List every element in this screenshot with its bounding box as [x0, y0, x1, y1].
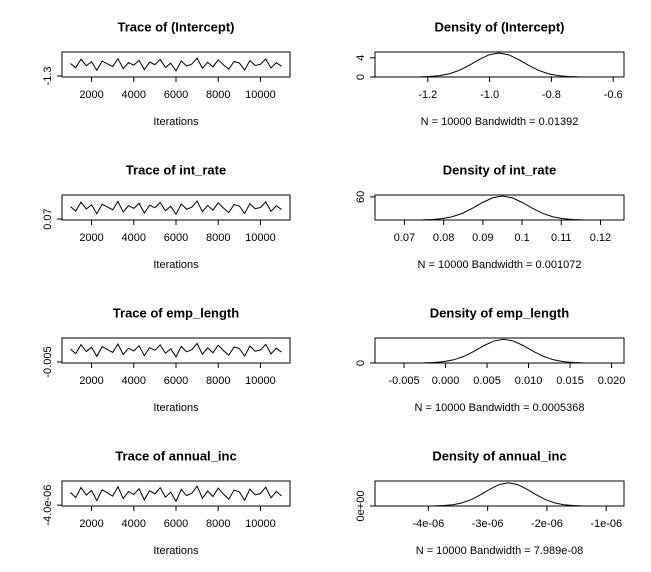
- x-tick-label: 0.09: [472, 232, 493, 244]
- panel-title: Density of annual_inc: [432, 448, 566, 463]
- x-tick-label: 4000: [122, 232, 146, 244]
- data-line: [70, 342, 282, 358]
- y-tick-label: 0e+00: [355, 491, 367, 522]
- x-axis-label: N = 10000 Bandwidth = 0.01392: [421, 116, 579, 128]
- x-tick-label: 10000: [245, 89, 276, 101]
- plot-frame: [374, 194, 625, 221]
- plot-frame: [61, 51, 291, 78]
- y-tick-label: 0: [355, 74, 367, 80]
- x-tick-label: 0.1: [514, 232, 529, 244]
- x-tick-label: -0.005: [388, 375, 419, 387]
- x-tick-label: 0.11: [551, 232, 572, 244]
- x-tick-label: 0.020: [598, 375, 626, 387]
- x-tick-label: 6000: [164, 518, 188, 530]
- x-tick-label: -0.6: [604, 89, 623, 101]
- panel-title: Trace of (Intercept): [117, 19, 234, 34]
- x-tick-label: -2e-06: [531, 518, 563, 530]
- x-tick-label: 0.08: [433, 232, 454, 244]
- panel-title: Trace of emp_length: [113, 305, 239, 320]
- x-axis-label: Iterations: [153, 545, 199, 557]
- x-tick-label: 0.07: [394, 232, 415, 244]
- panel-title: Density of int_rate: [443, 162, 556, 177]
- y-tick-label: -1.3: [42, 66, 54, 85]
- x-tick-label: -1.0: [480, 89, 499, 101]
- plot-frame: [374, 480, 625, 507]
- x-tick-label: 8000: [206, 89, 230, 101]
- x-tick-label: 0.12: [590, 232, 611, 244]
- data-line: [400, 52, 598, 78]
- data-line: [404, 338, 604, 364]
- x-axis-label: Iterations: [153, 116, 199, 128]
- x-tick-label: 0.005: [473, 375, 501, 387]
- panel-title: Density of (Intercept): [434, 19, 564, 34]
- plot-frame: [61, 337, 291, 364]
- x-tick-label: 8000: [206, 518, 230, 530]
- x-tick-label: -1e-06: [590, 518, 622, 530]
- y-tick-label: 4: [355, 55, 367, 61]
- y-tick-label: 60: [355, 191, 367, 203]
- plot-frame: [61, 194, 291, 221]
- y-tick-label: 0.07: [42, 208, 54, 229]
- plot-frame: [61, 480, 291, 507]
- data-line: [415, 482, 601, 507]
- panel-title: Density of emp_length: [430, 305, 569, 320]
- x-tick-label: -3e-06: [472, 518, 504, 530]
- x-axis-label: N = 10000 Bandwidth = 7.989e-08: [416, 545, 584, 557]
- y-tick-label: -0.005: [42, 346, 54, 377]
- x-axis-label: Iterations: [153, 259, 199, 271]
- x-tick-label: 2000: [79, 375, 103, 387]
- y-tick-label: -4.0e-06: [42, 485, 54, 526]
- x-tick-label: 4000: [122, 518, 146, 530]
- plot-frame: [374, 337, 625, 364]
- x-tick-label: 4000: [122, 375, 146, 387]
- x-tick-label: 0.010: [515, 375, 543, 387]
- panel-title: Trace of annual_inc: [115, 448, 236, 463]
- data-line: [70, 485, 282, 503]
- x-axis-label: N = 10000 Bandwidth = 0.0005368: [414, 402, 584, 414]
- x-tick-label: 6000: [164, 232, 188, 244]
- x-tick-label: 2000: [79, 232, 103, 244]
- x-tick-label: -0.8: [542, 89, 561, 101]
- x-tick-label: 0.000: [432, 375, 460, 387]
- x-tick-label: 2000: [79, 518, 103, 530]
- x-tick-label: 10000: [245, 232, 276, 244]
- x-tick-label: -1.2: [418, 89, 437, 101]
- x-axis-label: Iterations: [153, 402, 199, 414]
- y-tick-label: 0: [355, 360, 367, 366]
- plot-frame: [374, 51, 625, 78]
- x-tick-label: 8000: [206, 232, 230, 244]
- x-tick-label: 4000: [122, 89, 146, 101]
- x-tick-label: 0.015: [556, 375, 584, 387]
- x-tick-label: 6000: [164, 89, 188, 101]
- x-tick-label: 10000: [245, 375, 276, 387]
- data-line: [70, 200, 282, 216]
- x-tick-label: 8000: [206, 375, 230, 387]
- x-tick-label: 10000: [245, 518, 276, 530]
- x-tick-label: 2000: [79, 89, 103, 101]
- panel-title: Trace of int_rate: [126, 162, 226, 177]
- x-tick-label: 6000: [164, 375, 188, 387]
- data-line: [402, 195, 603, 221]
- x-axis-label: N = 10000 Bandwidth = 0.001072: [418, 259, 582, 271]
- data-line: [70, 57, 282, 72]
- x-tick-label: -4e-06: [412, 518, 444, 530]
